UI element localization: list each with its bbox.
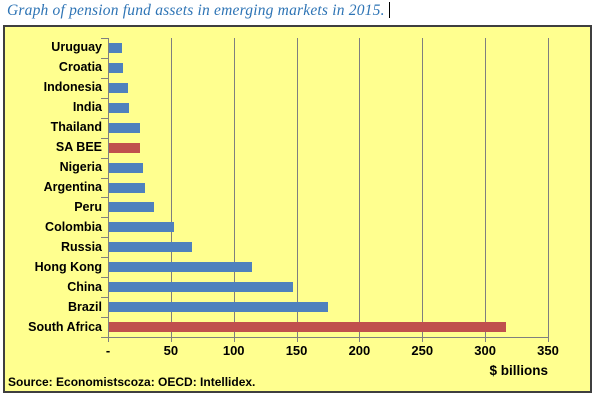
category-label: South Africa: [28, 319, 102, 334]
x-tick-label: 350: [537, 343, 559, 358]
x-axis-tick: [422, 337, 424, 342]
y-axis-tick: [101, 197, 108, 199]
category-label: Croatia: [58, 60, 102, 75]
bar-sa-bee[interactable]: [109, 142, 141, 153]
category-label: Thailand: [50, 120, 102, 135]
category-label: Hong Kong: [34, 259, 102, 274]
major-gridline: [296, 38, 298, 337]
y-axis-tick: [101, 277, 108, 279]
y-axis-tick: [101, 157, 108, 159]
x-tick-label: 300: [474, 343, 496, 358]
y-axis-tick: [101, 217, 108, 219]
bar-nigeria[interactable]: [109, 162, 143, 173]
major-gridline: [485, 38, 487, 337]
y-axis-tick: [101, 257, 108, 259]
major-gridline: [170, 38, 172, 337]
major-gridline: [548, 38, 549, 337]
x-tick-label: 50: [163, 343, 179, 358]
bar-colombia[interactable]: [109, 222, 175, 233]
bar-india[interactable]: [109, 102, 130, 113]
bar-croatia[interactable]: [109, 62, 123, 73]
y-axis-tick: [101, 337, 108, 338]
category-label: Brazil: [67, 299, 102, 314]
y-axis-line: [108, 38, 109, 338]
category-label: Indonesia: [43, 80, 102, 95]
category-label: SA BEE: [55, 140, 102, 155]
category-label: Colombia: [45, 219, 102, 234]
chart-title: Graph of pension fund assets in emerging…: [7, 2, 390, 20]
major-gridline: [359, 38, 361, 337]
y-axis-tick: [101, 77, 108, 79]
category-label: Argentina: [43, 180, 102, 194]
y-axis-tick: [101, 177, 108, 179]
y-axis-tick: [101, 117, 108, 119]
x-axis-title: $ billions: [489, 363, 548, 378]
bar-russia[interactable]: [109, 242, 192, 253]
x-tick-label: -: [105, 343, 111, 358]
bar-indonesia[interactable]: [109, 82, 128, 93]
x-axis-line: [108, 337, 549, 338]
text-cursor-icon: [388, 2, 390, 18]
y-axis-tick: [101, 297, 108, 299]
bar-uruguay[interactable]: [109, 42, 122, 53]
x-axis-tick: [296, 337, 298, 342]
x-axis-tick: [170, 337, 172, 342]
major-gridline: [233, 38, 235, 337]
chart-area[interactable]: Uruguay Croatia Indonesia India Thailand SA B…: [3, 25, 592, 393]
bar-hong-kong[interactable]: [109, 262, 253, 273]
x-tick-label: 100: [222, 343, 245, 358]
y-axis-tick: [101, 38, 108, 39]
x-tick-label: 250: [411, 343, 434, 358]
source-note: Source: Economistscoza: OECD: Intellidex…: [8, 375, 256, 389]
bar-china[interactable]: [109, 282, 293, 293]
y-axis-tick: [101, 317, 108, 319]
y-axis-tick: [101, 137, 108, 139]
x-axis-tick: [233, 337, 235, 342]
x-tick-label: 200: [348, 343, 371, 358]
x-axis-tick: [485, 337, 487, 342]
major-gridline: [422, 38, 424, 337]
category-label: Russia: [61, 239, 102, 254]
bar-thailand[interactable]: [109, 122, 141, 133]
bar-brazil[interactable]: [109, 302, 328, 313]
bar-argentina[interactable]: [109, 182, 146, 193]
x-tick-label: 150: [285, 343, 308, 358]
x-axis-tick: [359, 337, 361, 342]
category-label: China: [67, 279, 102, 294]
category-label: Uruguay: [51, 40, 102, 55]
category-label: India: [72, 100, 102, 115]
y-axis-tick: [101, 57, 108, 59]
category-label: Peru: [74, 199, 102, 214]
y-axis-tick: [101, 97, 108, 99]
chart-title-text: Graph of pension fund assets in emerging…: [7, 2, 385, 19]
bar-south-africa[interactable]: [109, 322, 507, 333]
y-axis-tick: [101, 237, 108, 239]
bar-peru[interactable]: [109, 202, 155, 213]
category-label: Nigeria: [59, 160, 102, 175]
x-axis-tick: [108, 337, 109, 342]
x-axis-tick: [548, 337, 549, 342]
